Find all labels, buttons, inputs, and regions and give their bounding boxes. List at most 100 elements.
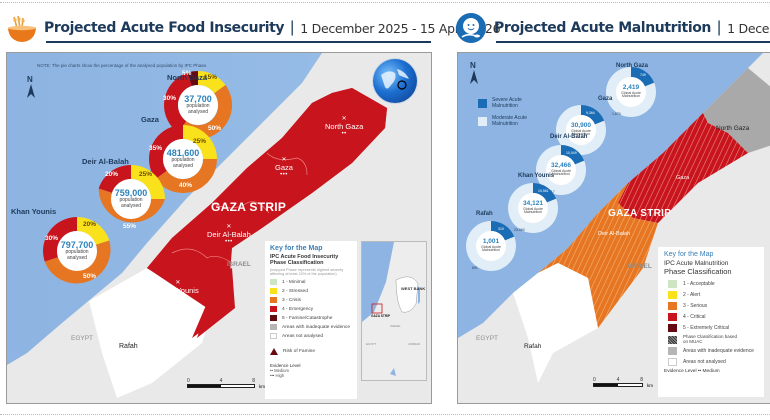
- legend-label: Risk of Famine: [283, 348, 315, 354]
- legend-item: 5 - Famine/Catastrophe: [270, 315, 352, 321]
- map-label-khan-younis: ✕ Khan Younis •••: [157, 279, 199, 301]
- evidence-dots: ••: [341, 131, 347, 137]
- evidence-medium: •• Medium: [270, 368, 289, 373]
- risk-of-famine-icon: ✕: [341, 116, 347, 122]
- population-label: analysed: [66, 254, 88, 261]
- gam-label: Global Acute: [523, 206, 543, 211]
- israel-label: ISRAEL: [227, 261, 251, 268]
- population-label: analysed: [187, 108, 208, 115]
- inset-gaza-strip-label: GAZA STRIP: [371, 314, 391, 318]
- mam-value: 1,670: [612, 112, 621, 116]
- sam-value: 10,561: [538, 189, 549, 193]
- inset-egypt-label: EGYPT: [366, 342, 377, 346]
- donut-gaza: 30,900 Global Acute Malnutrition 9,364 2…: [556, 104, 606, 155]
- wheat-bowl-icon: [6, 13, 36, 43]
- region-label-deir-al-balah: Deir Al-Balah: [550, 134, 588, 140]
- map-legend: Key for the Map IPC Acute Malnutrition P…: [658, 247, 764, 397]
- donut-rafah: 1,001 Global Acute Malnutrition 310 691: [466, 220, 516, 271]
- legend-subtitle: IPC Acute Malnutrition: [664, 260, 729, 267]
- legend-item: 1 - Acceptable: [664, 280, 758, 288]
- mam-value: 691: [472, 266, 478, 270]
- phase4-swatch: [668, 313, 677, 321]
- evidence-level: Evidence Level •• Medium: [664, 369, 720, 374]
- north-label: N: [470, 61, 476, 70]
- phase4-pct: 35%: [149, 145, 163, 152]
- risk-of-famine-icon: [270, 342, 278, 360]
- map-label-rafah: Rafah: [524, 343, 542, 350]
- sam-value: 310: [498, 227, 504, 231]
- label-text: Gaza: [275, 163, 293, 172]
- legend-item: 4 - Emergency: [270, 306, 352, 312]
- title-separator: |: [717, 19, 722, 36]
- gam-label: Global Acute: [621, 90, 641, 95]
- gaza-strip-label: GAZA STRIP: [608, 208, 672, 219]
- label-text: Deir Al-Balah: [207, 230, 251, 239]
- gaza-strip-label: GAZA STRIP: [211, 200, 287, 214]
- gam-label: Global Acute: [571, 128, 591, 133]
- panel-title: Projected Acute Malnutrition: [494, 20, 712, 36]
- legend-label: 5 - Famine/Catastrophe: [282, 315, 333, 321]
- legend-label: 4 - Critical: [683, 314, 706, 320]
- mam-value: 23,560: [514, 228, 525, 232]
- population-value: 797,700: [60, 240, 94, 251]
- panel-header: Projected Acute Malnutrition | 1 Decembe…: [456, 10, 770, 46]
- phase3-swatch: [668, 302, 677, 310]
- date-range: 1 December 2025 - 15 April 2026: [300, 20, 501, 36]
- phase2-swatch: [270, 288, 277, 294]
- legend-label: Severe Acute: [492, 97, 522, 103]
- legend-subtitle: Phase Classification: [270, 260, 324, 266]
- phase4-pct: 30%: [45, 235, 59, 242]
- risk-of-famine-icon: ✕: [175, 280, 181, 286]
- phase1-swatch: [668, 280, 677, 288]
- region-label-khan-younis: Khan Younis: [11, 207, 57, 216]
- legend-label: Malnutrition: [492, 103, 518, 109]
- risk-of-famine-icon: ✕: [226, 224, 232, 230]
- acute-malnutrition-map: N Severe Acute Malnutrition Moderate Acu…: [457, 52, 770, 404]
- inset-location-map: WEST BANK GAZA STRIP ISRAEL EGYPT JORDAN: [361, 241, 427, 381]
- phase3-pct: 50%: [83, 273, 97, 280]
- legend-label: 2 - Stressed: [282, 288, 308, 294]
- title-separator: |: [290, 19, 295, 36]
- donut-khan-younis: 797,700 population analysed 20% 50% 30%: [43, 217, 111, 285]
- north-arrow-icon: N: [27, 75, 35, 100]
- phase3-swatch: [270, 297, 277, 303]
- scale-tick: 0: [187, 378, 190, 384]
- population-label: analysed: [172, 162, 194, 169]
- evidence-level-title: Evidence Level: [270, 363, 301, 368]
- legend-label: Areas not analysed: [282, 333, 324, 339]
- sam-legend-item: Severe Acute Malnutrition: [478, 97, 527, 109]
- legend-note: (mapped Phase represents highest severit…: [270, 268, 344, 276]
- legend-label: Malnutrition: [492, 121, 518, 127]
- gam-label: Malnutrition: [551, 172, 571, 177]
- gam-value: 2,419: [622, 83, 640, 91]
- scale-unit: km: [259, 384, 265, 389]
- donut-gaza: 481,600 population analysed 25% 40% 35%: [148, 125, 217, 194]
- series-legend: Severe Acute Malnutrition Moderate Acute…: [478, 97, 527, 127]
- phase4-pct: 20%: [105, 171, 119, 178]
- scale-bar: 0 4 8 km: [187, 378, 265, 389]
- inset-israel-label: ISRAEL: [390, 324, 401, 328]
- evidence-dots: •••: [280, 172, 288, 178]
- phase5-pct: 5%: [182, 70, 192, 77]
- north-arrow-icon: N: [470, 61, 478, 86]
- legend-label: 5 - Extremely Critical: [683, 325, 730, 331]
- map-label-khan-younis: Khan Younis: [558, 291, 589, 297]
- legend-item: 2 - Stressed: [270, 288, 352, 294]
- label-text: Khan Younis: [157, 286, 199, 295]
- phase2-pct: 25%: [139, 171, 153, 178]
- scale-tick: 8: [252, 378, 255, 384]
- legend-label: 1 - Minimal: [282, 279, 306, 285]
- population-value: 481,600: [166, 148, 200, 159]
- gam-label: Malnutrition: [481, 248, 501, 253]
- top-dotted-divider: [0, 2, 770, 3]
- legend-label: Areas with inadequate evidence: [282, 324, 351, 330]
- phase2-swatch: [668, 291, 677, 299]
- scale-unit: km: [647, 383, 653, 388]
- bottom-dotted-divider: [0, 414, 770, 415]
- population-label: population: [186, 103, 210, 110]
- scale-bar: 0 4 8 km: [593, 377, 653, 388]
- region-label-rafah: Rafah: [476, 211, 493, 217]
- map-label-rafah: Rafah: [119, 343, 138, 350]
- panel-title: Projected Acute Food Insecurity: [44, 20, 285, 36]
- gam-value: 30,900: [571, 121, 591, 129]
